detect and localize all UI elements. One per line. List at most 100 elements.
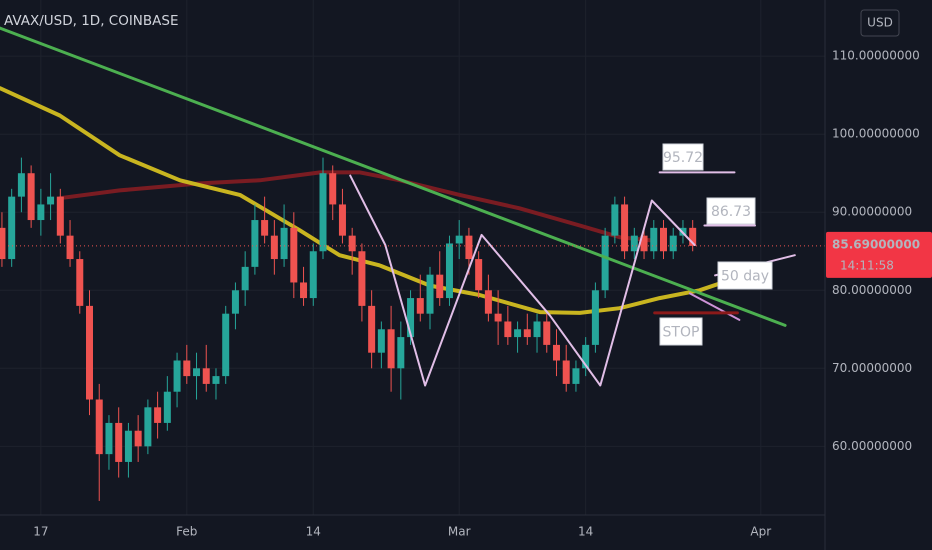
candle-body: [445, 243, 453, 299]
annotation-box: [659, 317, 703, 346]
candle-body: [465, 235, 473, 260]
candle-body: [261, 220, 269, 236]
candle-body: [251, 220, 259, 267]
currency-box[interactable]: [860, 9, 900, 37]
drawing-line: [688, 292, 741, 321]
candle-body: [436, 274, 444, 299]
candle-body: [8, 196, 16, 260]
x-tick-label: Apr: [750, 525, 771, 539]
annotation-box: [706, 197, 756, 225]
candle-body: [494, 313, 502, 322]
candle-body: [0, 227, 6, 260]
candle-body: [426, 274, 434, 314]
candle-body: [601, 235, 609, 291]
candle-body: [523, 329, 531, 338]
last-price-label: 85.69000000: [832, 237, 920, 251]
candle-body: [37, 204, 45, 221]
candle-body: [484, 290, 492, 314]
candle-body: [407, 298, 415, 338]
candle-body: [27, 173, 35, 221]
candle-body: [66, 235, 74, 260]
drawing-line: [0, 26, 787, 327]
candle-body: [280, 227, 288, 260]
y-tick-label: 80.00000000: [832, 283, 912, 297]
candle-body: [455, 235, 463, 244]
candle-body: [183, 360, 191, 377]
annotation-text: STOP: [663, 325, 700, 341]
y-tick-label: 70.00000000: [832, 361, 912, 375]
candle-body: [533, 321, 541, 338]
y-tick-label: 100.00000000: [832, 127, 920, 141]
candle-body: [86, 305, 94, 400]
annotation-text: 95.72: [663, 150, 703, 166]
candle-body: [368, 305, 376, 353]
candle-body: [552, 344, 560, 361]
candle-body: [124, 430, 132, 462]
candle-body: [358, 251, 366, 306]
candle-body: [202, 368, 210, 384]
candle-body: [416, 298, 424, 314]
candle-body: [212, 376, 220, 384]
candle-body: [47, 196, 55, 205]
candle-body: [611, 204, 619, 236]
candle-body: [514, 329, 522, 338]
candle-body: [173, 360, 181, 392]
candle-body: [95, 399, 103, 455]
candle-body: [572, 368, 580, 384]
candle-body: [475, 259, 483, 291]
annotation-text: 86.73: [711, 204, 751, 220]
drawing-line: [349, 174, 696, 387]
candle-body: [377, 329, 385, 353]
candle-body: [591, 290, 599, 345]
x-tick-label: Mar: [448, 525, 471, 539]
y-tick-label: 60.00000000: [832, 439, 912, 453]
candle-body: [660, 227, 668, 252]
candle-body: [290, 227, 298, 283]
annotation-box: [662, 143, 704, 171]
candle-body: [387, 329, 395, 369]
drawing-line: [0, 86, 732, 315]
countdown: 14:11:58: [840, 258, 894, 272]
candle-body: [397, 337, 405, 369]
candle-body: [163, 391, 171, 423]
candle-body: [193, 368, 201, 377]
candle-body: [309, 251, 317, 299]
candle-body: [115, 422, 123, 462]
candle-body: [56, 196, 64, 236]
candle-body: [154, 407, 162, 423]
candle-body: [689, 227, 697, 246]
x-tick-label: 14: [578, 525, 593, 539]
candle-body: [630, 235, 638, 252]
candle-body: [76, 259, 84, 306]
currency: USD: [867, 16, 893, 30]
chart-title: AVAX/USD, 1D, COINBASE: [4, 13, 179, 29]
y-tick-label: 110.00000000: [832, 49, 920, 63]
y-tick-label: 90.00000000: [832, 205, 912, 219]
candle-body: [621, 204, 629, 252]
candle-body: [222, 313, 230, 377]
candle-body: [543, 321, 551, 345]
candle-body: [231, 290, 239, 314]
candle-body: [348, 235, 356, 252]
candle-body: [504, 321, 512, 338]
candle-body: [270, 235, 278, 260]
candle-body: [582, 344, 590, 369]
candle-body: [650, 227, 658, 252]
last-price-box: [826, 231, 932, 278]
candle-body: [134, 430, 142, 447]
x-tick-label: 14: [306, 525, 321, 539]
candle-body: [105, 422, 113, 455]
candle-body: [338, 204, 346, 236]
candle-body: [144, 407, 152, 447]
candle-body: [319, 173, 327, 252]
x-tick-label: 17: [33, 525, 48, 539]
x-tick-label: Feb: [176, 525, 197, 539]
candle-body: [241, 266, 249, 291]
candle-body: [562, 360, 570, 384]
candle-body: [329, 173, 337, 205]
candle-body: [17, 173, 25, 197]
candle-body: [300, 282, 308, 299]
drawing-line: [57, 170, 652, 243]
candle-body: [640, 235, 648, 252]
